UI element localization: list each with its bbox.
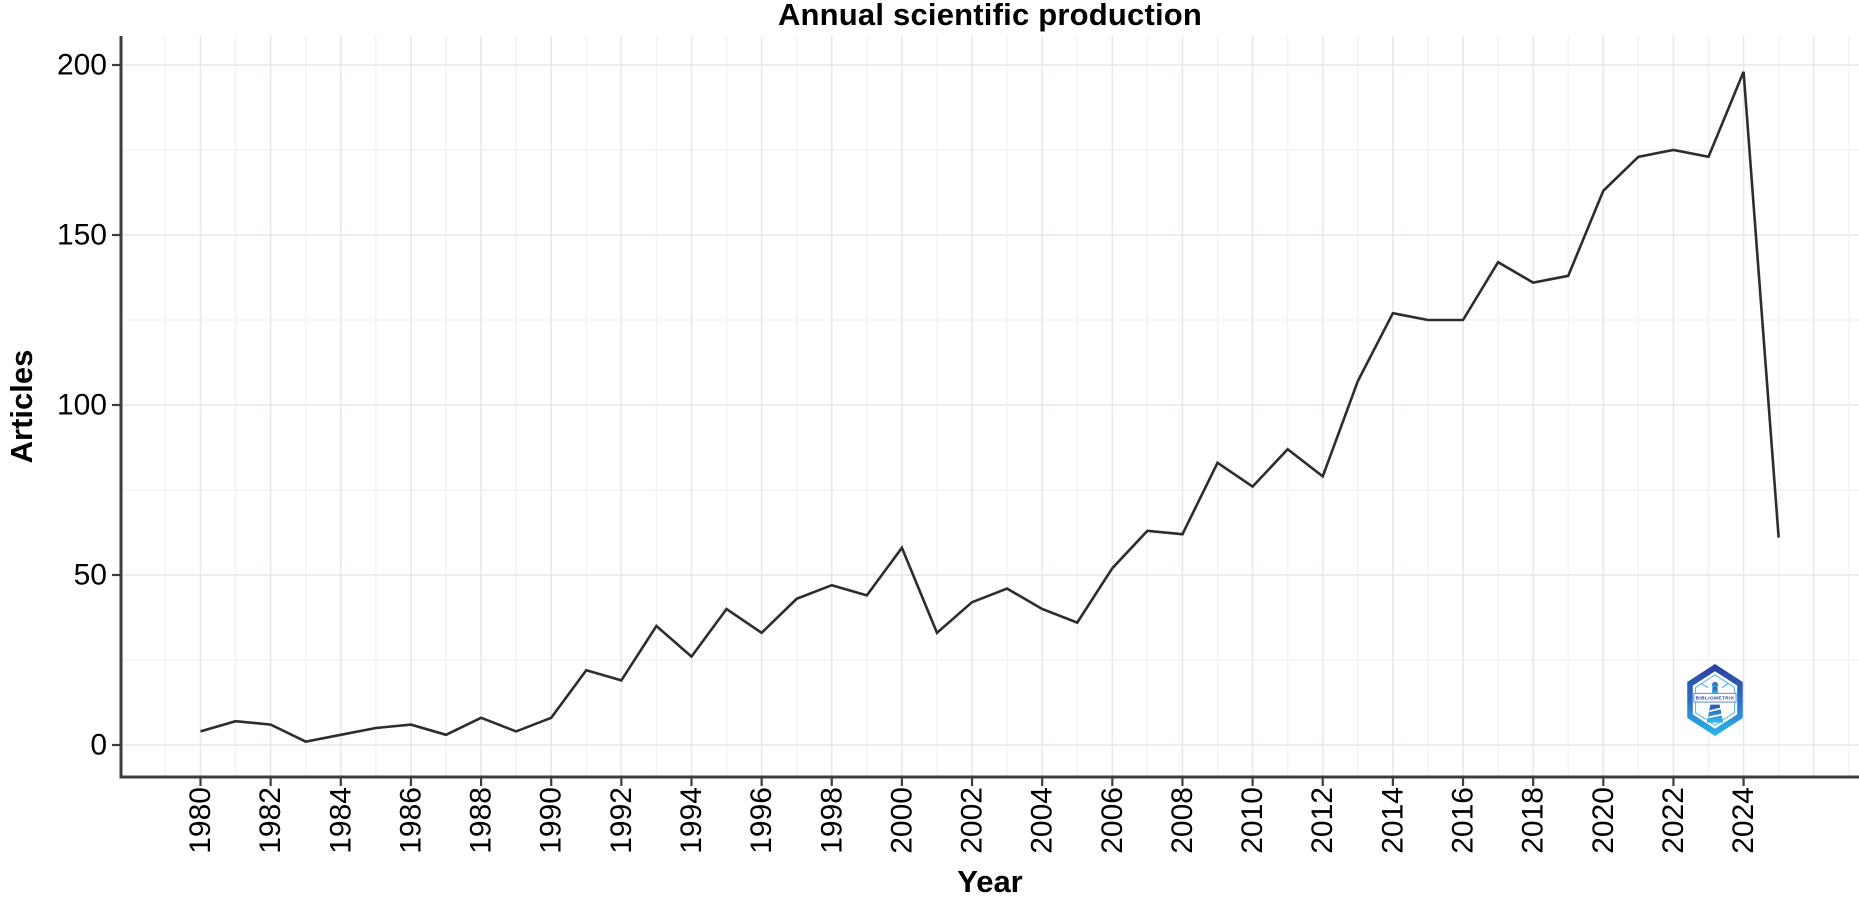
y-tick-label: 100 bbox=[57, 389, 107, 422]
x-tick-label: 2020 bbox=[1587, 787, 1620, 854]
x-tick-label: 2010 bbox=[1236, 787, 1269, 854]
logo-banner: BIBLIOMETRIX bbox=[1693, 692, 1737, 703]
x-tick-label: 1986 bbox=[394, 787, 427, 854]
y-tick-label: 0 bbox=[90, 729, 107, 762]
y-tick-labels: 0 50 100 150 200 bbox=[57, 49, 107, 762]
y-axis-title: Articles bbox=[4, 349, 39, 464]
articles-line-series bbox=[200, 71, 1780, 743]
x-tick-labels: 1980 1982 1984 1986 1988 1990 1992 1994 1996 1998… bbox=[184, 787, 1760, 854]
x-tick-label: 1992 bbox=[605, 787, 638, 854]
tick-marks bbox=[112, 63, 1745, 786]
x-tick-label: 1988 bbox=[465, 787, 498, 854]
x-tick-label: 2004 bbox=[1026, 787, 1059, 854]
x-tick-label: 1982 bbox=[254, 787, 287, 854]
x-tick-label: 2016 bbox=[1447, 787, 1480, 854]
x-tick-label: 1994 bbox=[675, 787, 708, 854]
gridlines-minor bbox=[121, 36, 1859, 777]
y-tick-label: 150 bbox=[57, 219, 107, 252]
x-tick-label: 2014 bbox=[1376, 787, 1409, 854]
x-tick-label: 1990 bbox=[535, 787, 568, 854]
gridlines-major bbox=[121, 36, 1859, 777]
x-tick-label: 2022 bbox=[1657, 787, 1690, 854]
x-tick-label: 1998 bbox=[815, 787, 848, 854]
x-tick-label: 2006 bbox=[1096, 787, 1129, 854]
x-tick-label: 2002 bbox=[956, 787, 989, 854]
axis-lines bbox=[119, 36, 1859, 779]
x-tick-label: 2000 bbox=[885, 787, 918, 854]
x-tick-label: 2012 bbox=[1306, 787, 1339, 854]
y-tick-label: 200 bbox=[57, 49, 107, 82]
x-tick-label: 1984 bbox=[324, 787, 357, 854]
x-tick-label: 2008 bbox=[1166, 787, 1199, 854]
x-tick-label: 1996 bbox=[745, 787, 778, 854]
x-axis-title: Year bbox=[957, 864, 1023, 899]
x-tick-label: 2018 bbox=[1517, 787, 1550, 854]
logo-text: BIBLIOMETRIX bbox=[1696, 696, 1735, 702]
y-tick-label: 50 bbox=[74, 559, 107, 592]
x-tick-label: 2024 bbox=[1727, 787, 1760, 854]
chart-title: Annual scientific production bbox=[777, 0, 1203, 32]
x-tick-label: 1980 bbox=[184, 787, 217, 854]
logo-lighthouse bbox=[1701, 682, 1729, 723]
bibliometrix-logo: BIBLIOMETRIX bbox=[1687, 664, 1743, 736]
